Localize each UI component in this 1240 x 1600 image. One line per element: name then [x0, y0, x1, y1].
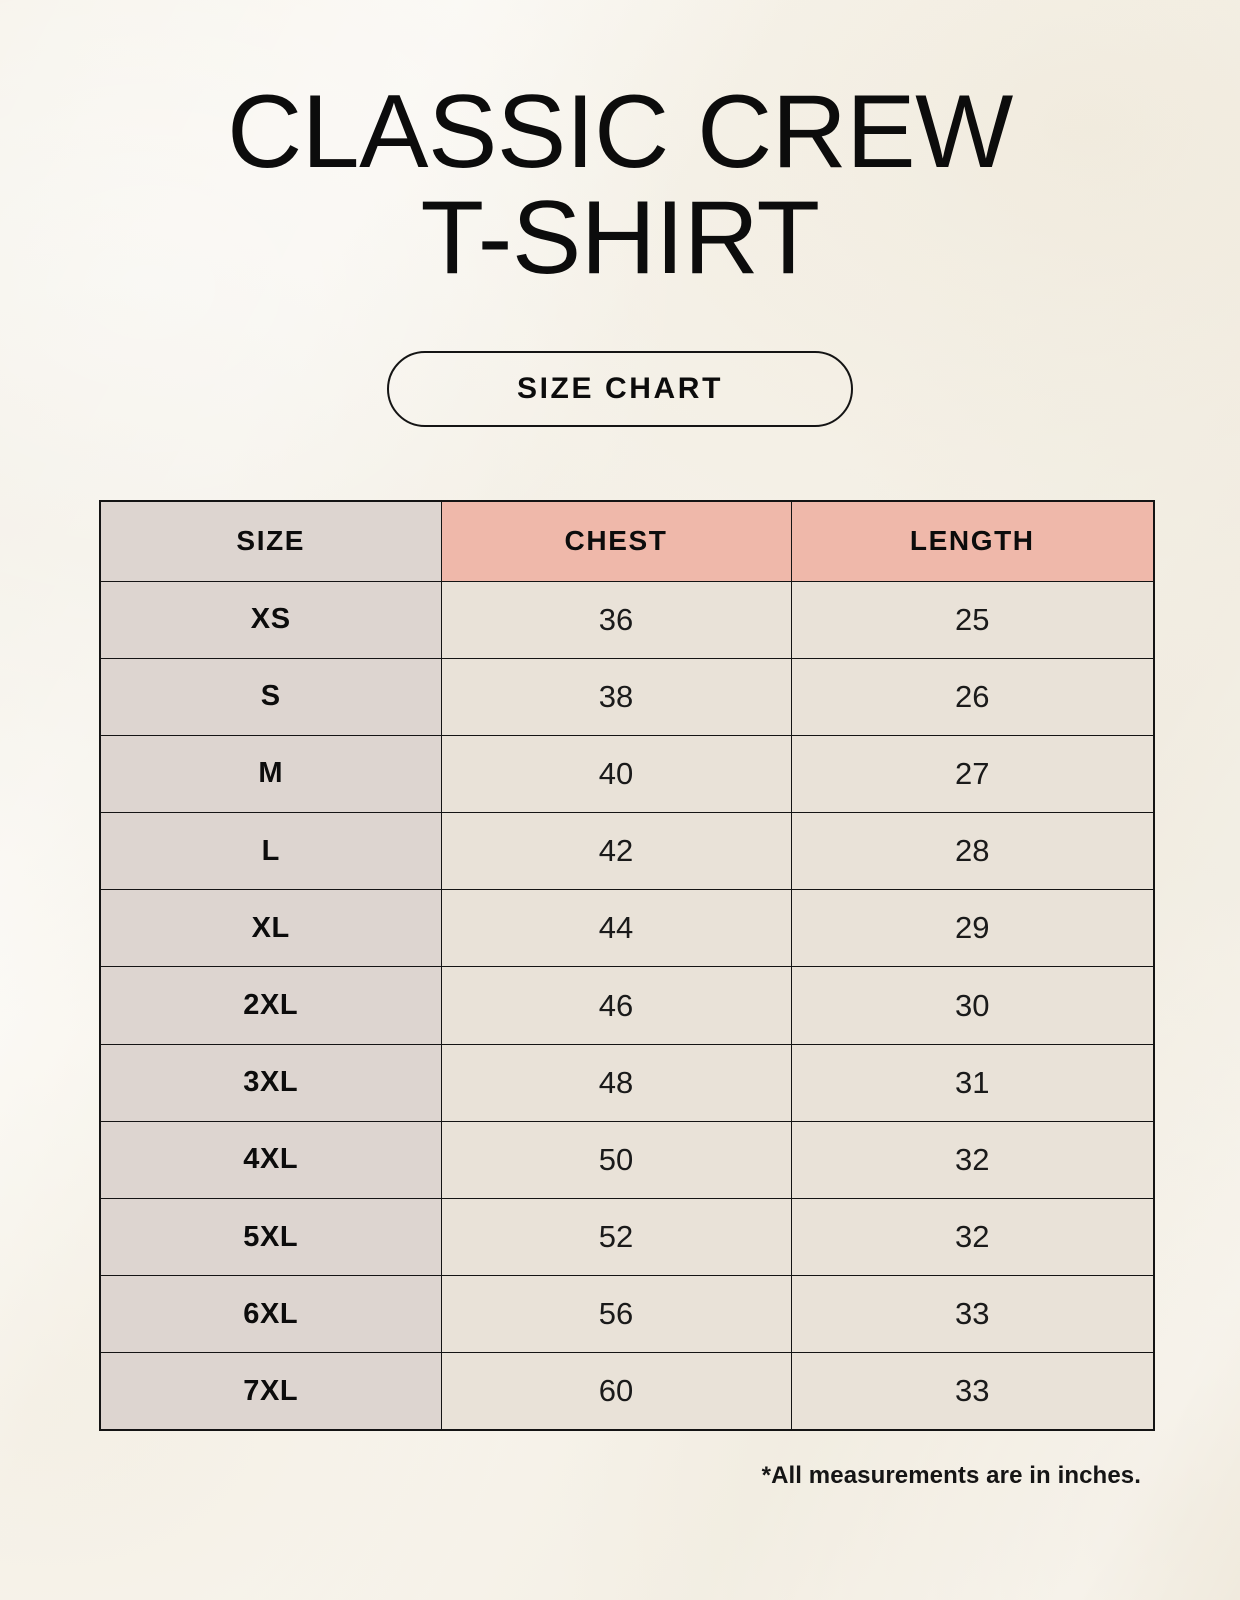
page-title-line-2: T-SHIRT: [420, 179, 820, 296]
table-row: 4XL 50 32: [99, 1120, 1155, 1200]
cell-size: L: [99, 812, 442, 891]
cell-chest: 46: [440, 966, 792, 1045]
cell-size: 7XL: [99, 1352, 442, 1431]
cell-size: M: [99, 734, 442, 814]
cell-size: 2XL: [99, 966, 442, 1045]
cell-size: 4XL: [99, 1120, 442, 1200]
size-chart-table-wrapper: SIZE CHEST LENGTH XS 36 25 S 38 26 M: [99, 500, 1155, 1432]
cell-length: 33: [790, 1275, 1155, 1354]
cell-chest: 38: [440, 657, 792, 736]
cell-length: 32: [790, 1197, 1155, 1277]
table-header: SIZE CHEST LENGTH: [99, 500, 1155, 582]
cell-chest: 42: [440, 812, 792, 891]
table-row: 6XL 56 33: [99, 1275, 1155, 1354]
table-header-row: SIZE CHEST LENGTH: [99, 500, 1155, 582]
cell-size: 6XL: [99, 1275, 442, 1354]
cell-size: 3XL: [99, 1043, 442, 1122]
column-header-size: SIZE: [99, 500, 442, 582]
size-chart-badge: SIZE CHART: [387, 351, 853, 427]
cell-chest: 60: [440, 1352, 792, 1431]
page-title-line-1: CLASSIC CREW: [227, 74, 1013, 190]
table-row: S 38 26: [99, 657, 1155, 736]
size-chart-badge-wrapper: SIZE CHART: [0, 351, 1240, 427]
table-row: 7XL 60 33: [99, 1352, 1155, 1431]
cell-length: 31: [790, 1043, 1155, 1122]
cell-size: S: [99, 657, 442, 736]
cell-length: 27: [790, 734, 1155, 814]
cell-length: 32: [790, 1120, 1155, 1200]
cell-size: XS: [99, 580, 442, 659]
column-header-length: LENGTH: [790, 500, 1155, 582]
cell-chest: 36: [440, 580, 792, 659]
table-body: XS 36 25 S 38 26 M 40 27 L 42 28: [99, 580, 1155, 1431]
cell-length: 28: [790, 812, 1155, 891]
cell-chest: 52: [440, 1197, 792, 1277]
cell-chest: 48: [440, 1043, 792, 1122]
table-row: 2XL 46 30: [99, 966, 1155, 1045]
table-row: 3XL 48 31: [99, 1043, 1155, 1122]
measurements-footnote: *All measurements are in inches.: [761, 1462, 1141, 1489]
table-row: XL 44 29: [99, 889, 1155, 968]
cell-size: 5XL: [99, 1197, 442, 1277]
page-title: CLASSIC CREW T-SHIRT: [0, 74, 1240, 296]
cell-chest: 44: [440, 889, 792, 968]
cell-length: 30: [790, 966, 1155, 1045]
cell-length: 33: [790, 1352, 1155, 1431]
cell-length: 26: [790, 657, 1155, 736]
cell-chest: 40: [440, 734, 792, 814]
cell-chest: 50: [440, 1120, 792, 1200]
table-row: L 42 28: [99, 812, 1155, 891]
size-chart-table: SIZE CHEST LENGTH XS 36 25 S 38 26 M: [99, 500, 1155, 1432]
column-header-chest: CHEST: [440, 500, 792, 582]
table-row: 5XL 52 32: [99, 1197, 1155, 1277]
cell-size: XL: [99, 889, 442, 968]
cell-chest: 56: [440, 1275, 792, 1354]
cell-length: 29: [790, 889, 1155, 968]
table-row: XS 36 25: [99, 580, 1155, 659]
cell-length: 25: [790, 580, 1155, 659]
table-row: M 40 27: [99, 734, 1155, 814]
